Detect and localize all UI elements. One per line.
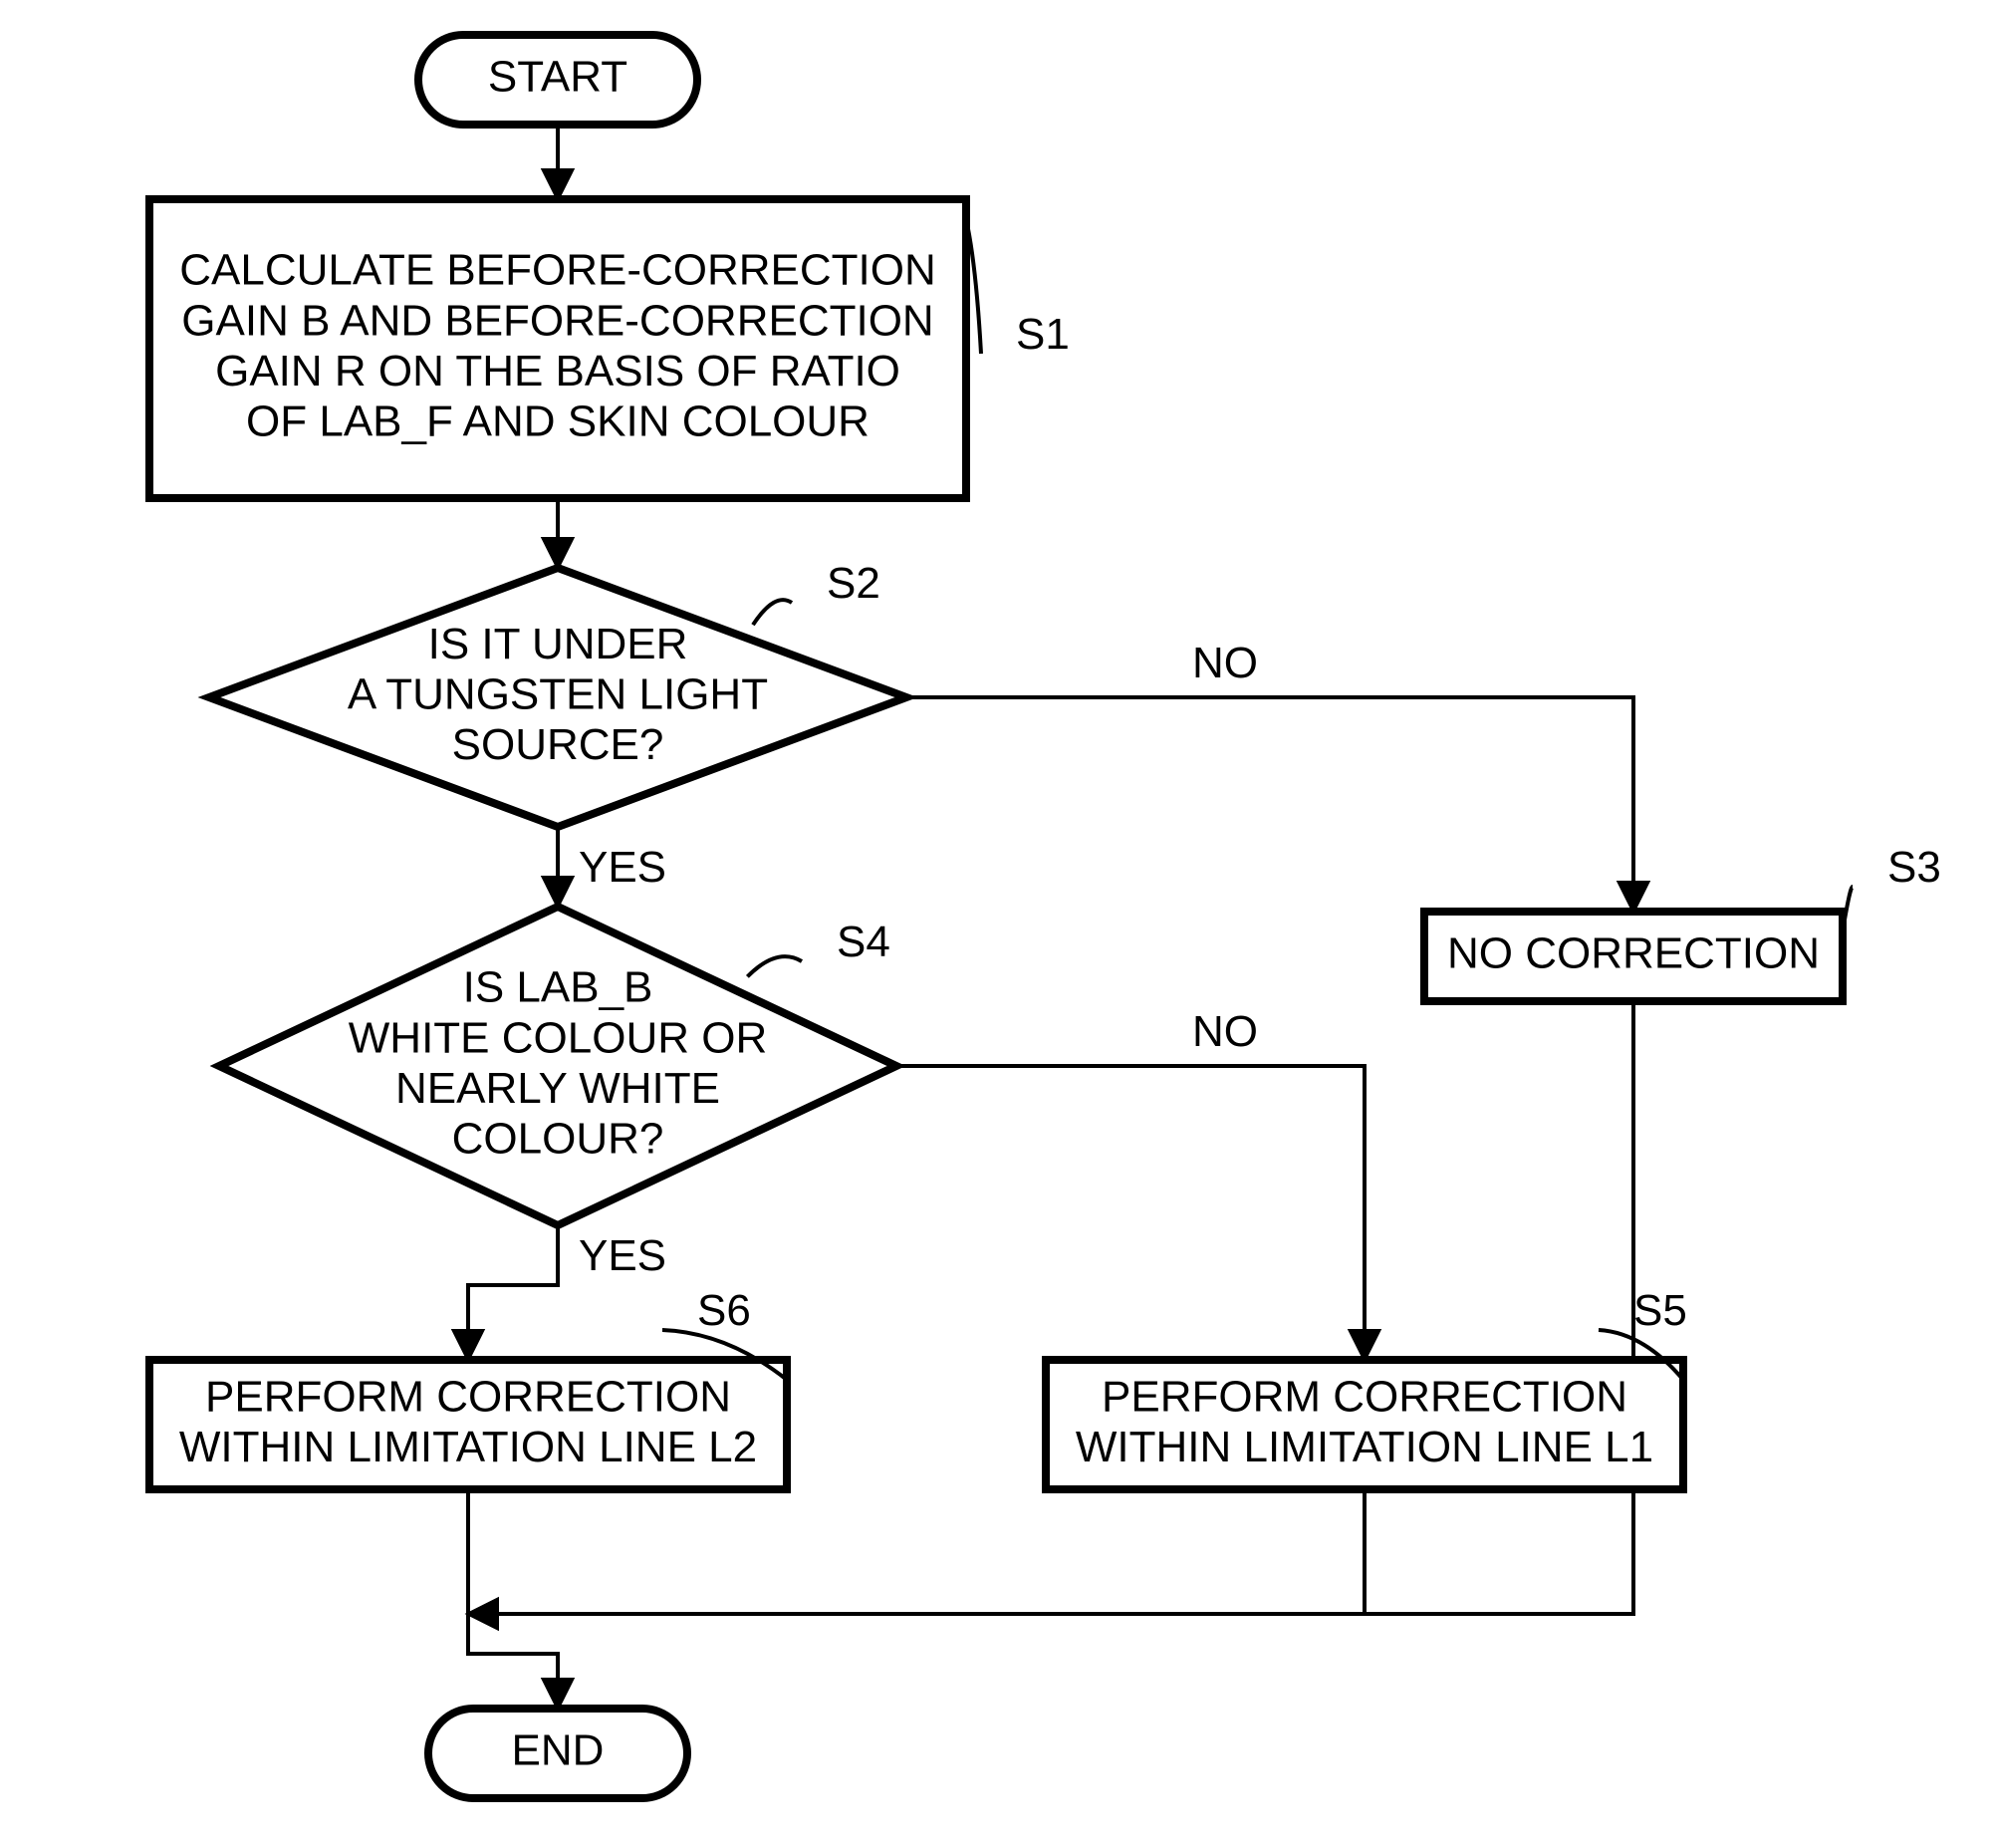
edge-label: YES (579, 1231, 666, 1280)
node-text: COLOUR? (452, 1115, 664, 1164)
step-leader (753, 600, 792, 625)
edge-label: NO (1192, 1007, 1258, 1056)
node-text: NO CORRECTION (1447, 929, 1820, 978)
node-text: PERFORM CORRECTION (205, 1372, 731, 1421)
step-label: S4 (837, 918, 890, 966)
edge-label: NO (1192, 639, 1258, 687)
node-text: SOURCE? (452, 720, 664, 769)
node-text: GAIN B AND BEFORE-CORRECTION (181, 296, 933, 345)
step-label: S5 (1633, 1286, 1687, 1335)
node-text: WITHIN LIMITATION LINE L1 (1076, 1423, 1653, 1471)
edge-label: YES (579, 843, 666, 892)
step-label: S6 (697, 1286, 751, 1335)
node-text: OF LAB_F AND SKIN COLOUR (246, 397, 870, 446)
flow-edge (896, 1066, 1365, 1360)
node-text: START (488, 53, 627, 102)
flow-edge (468, 1225, 558, 1360)
flow-edge (468, 1614, 558, 1709)
step-label: S3 (1887, 843, 1941, 892)
step-leader (747, 956, 802, 976)
step-label: S2 (827, 559, 880, 608)
node-text: A TUNGSTEN LIGHT (348, 670, 768, 719)
node-text: PERFORM CORRECTION (1102, 1372, 1627, 1421)
node-text: WITHIN LIMITATION LINE L2 (179, 1423, 757, 1471)
flowchart-svg: NO YES NO YES START CALCULATE BEFORE-CORRECTI… (0, 0, 1992, 1848)
flow-edge (906, 697, 1633, 912)
node-text: IS LAB_B (463, 963, 653, 1012)
node-text: GAIN R ON THE BASIS OF RATIO (215, 347, 900, 396)
step-label: S1 (1016, 310, 1070, 359)
node-text: IS IT UNDER (428, 620, 688, 668)
node-text: WHITE COLOUR OR (349, 1013, 767, 1062)
node-text: CALCULATE BEFORE-CORRECTION (179, 246, 936, 295)
node-text: END (512, 1726, 605, 1775)
flow-edge (468, 1489, 1365, 1614)
node-text: NEARLY WHITE (395, 1064, 720, 1113)
